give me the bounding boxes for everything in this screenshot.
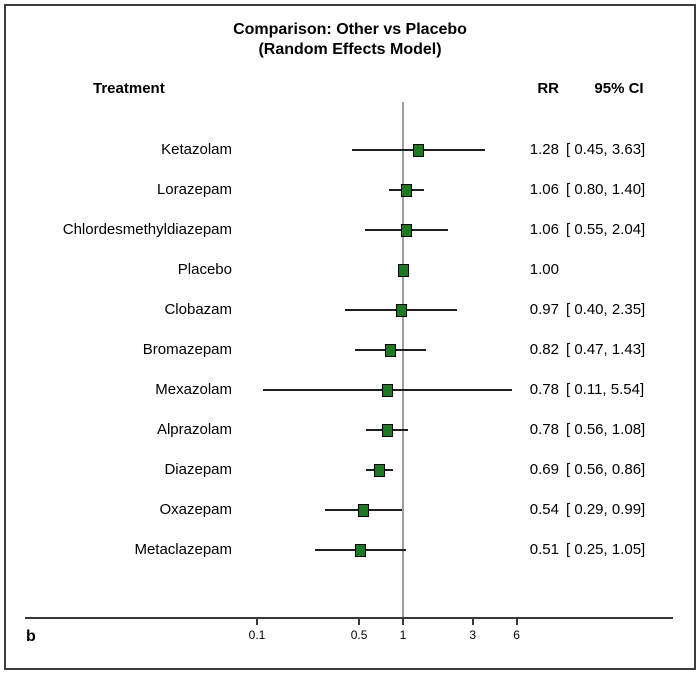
x-axis-line [25, 617, 673, 619]
effect-square [384, 343, 396, 357]
effect-square [354, 543, 366, 557]
effect-square [401, 223, 413, 237]
treatment-label: Alprazolam [156, 421, 232, 438]
axis-tick [256, 618, 258, 625]
ci-value: [ 0.80, 1.40] [566, 181, 646, 198]
rr-value: 0.78 [529, 381, 559, 398]
rr-value: 0.82 [529, 341, 559, 358]
axis-tick-label: 1 [399, 628, 407, 642]
chart-title: Comparison: Other vs Placebo (Random Eff… [0, 20, 700, 60]
treatment-label: Metaclazepam [134, 541, 232, 558]
rr-value: 0.78 [529, 421, 559, 438]
axis-tick-label: 3 [469, 628, 476, 642]
ci-value: [ 0.47, 1.43] [566, 341, 646, 358]
chart-title-line2: (Random Effects Model) [258, 41, 442, 58]
rr-value: 0.54 [529, 501, 559, 518]
effect-square [381, 383, 393, 397]
treatment-label: Placebo [177, 261, 232, 278]
axis-tick [358, 618, 361, 625]
treatment-label: Ketazolam [161, 141, 232, 158]
rr-value: 1.28 [529, 141, 559, 158]
rr-value: 0.69 [529, 461, 559, 478]
ci-value: [ 0.55, 2.04] [566, 221, 646, 238]
figure-border [4, 4, 696, 670]
effect-square [358, 503, 370, 517]
treatment-label: Lorazepam [156, 181, 232, 198]
axis-tick [471, 618, 474, 625]
ci-value: [ 0.56, 1.08] [566, 421, 646, 438]
axis-tick-label: 0.1 [248, 628, 266, 642]
chart-title-line1: Comparison: Other vs Placebo [233, 21, 467, 38]
effect-square [373, 463, 385, 477]
effect-square [401, 183, 413, 197]
axis-tick [515, 618, 518, 625]
axis-tick [402, 618, 404, 625]
ci-value: [ 0.40, 2.35] [566, 301, 646, 318]
column-header-ci: 95% CI [594, 80, 644, 97]
effect-square [413, 143, 425, 157]
panel-label: b [26, 628, 36, 645]
rr-value: 0.97 [529, 301, 559, 318]
rr-value: 0.51 [529, 541, 559, 558]
ci-value: [ 0.11, 5.54] [566, 381, 645, 398]
treatment-label: Clobazam [164, 301, 232, 318]
axis-tick-label: 0.5 [350, 628, 368, 642]
rr-value: 1.00 [529, 261, 559, 278]
effect-square [397, 263, 409, 277]
effect-square [381, 423, 393, 437]
ci-value: [ 0.29, 0.99] [566, 501, 646, 518]
effect-square [395, 303, 407, 317]
axis-tick-label: 6 [513, 628, 520, 642]
column-header-treatment: Treatment [93, 80, 165, 97]
ci-value: [ 0.25, 1.05] [566, 541, 646, 558]
ci-value: [ 0.56, 0.86] [566, 461, 646, 478]
rr-value: 1.06 [529, 181, 559, 198]
ci-value: [ 0.45, 3.63] [566, 141, 646, 158]
treatment-label: Bromazepam [142, 341, 232, 358]
treatment-label: Mexazolam [155, 381, 232, 398]
treatment-label: Chlordesmethyldiazepam [62, 221, 232, 238]
reference-line [402, 102, 404, 618]
treatment-label: Oxazepam [159, 501, 232, 518]
column-header-rr: RR [537, 80, 559, 97]
treatment-label: Diazepam [164, 461, 232, 478]
rr-value: 1.06 [529, 221, 559, 238]
